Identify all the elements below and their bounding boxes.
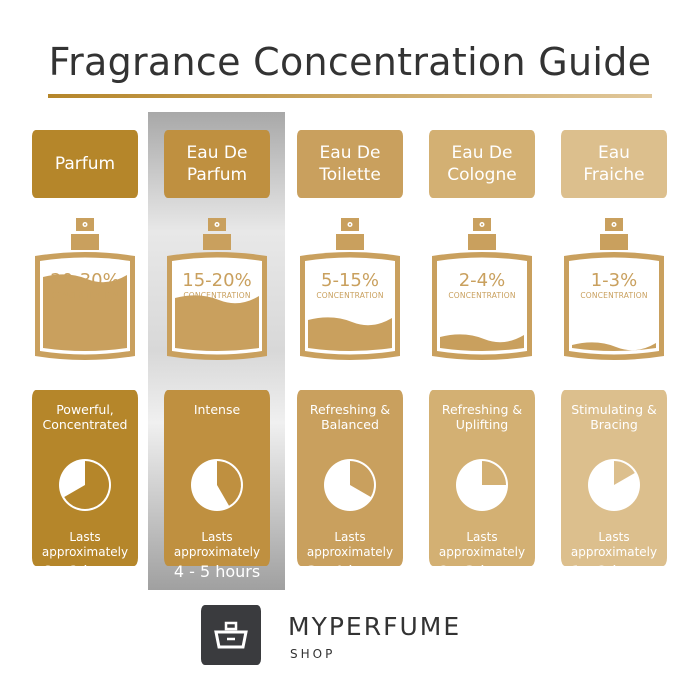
clock-pie-icon <box>324 459 376 511</box>
description: Stimulating & <box>571 402 657 417</box>
description: Intense <box>193 402 241 417</box>
brand-subtitle: SHOP <box>290 647 336 661</box>
description-card: Refreshing & Balanced Lasts approximately … <box>297 390 403 581</box>
concentration-label: CONCENTRATION <box>51 291 119 300</box>
duration-wedge <box>217 461 241 506</box>
duration-wedge <box>64 461 110 509</box>
bottle-icon <box>167 218 267 360</box>
duration-wedge <box>614 461 635 485</box>
concentration-label: CONCENTRATION <box>580 291 648 300</box>
column-name: Eau <box>598 143 630 163</box>
description-card: Powerful, Concentrated Lasts approximately… <box>32 390 138 581</box>
column-header: Eau De Parfum <box>164 130 270 198</box>
concentration-percent: 20-30% <box>50 270 120 291</box>
bottle-illustration: 2-4% CONCENTRATION <box>429 214 535 362</box>
clock-pie-icon <box>456 459 508 511</box>
concentration-percent: 15-20% <box>182 270 252 291</box>
concentration: 5-15% CONCENTRATION <box>297 270 403 301</box>
bottle-icon <box>564 218 664 360</box>
fragrance-column: Eau De Cologne 2-4% CONCENTRATION Refresh… <box>429 130 535 581</box>
clock-pie-icon <box>59 459 111 511</box>
duration-hours: 2 - 3 hours <box>438 562 526 581</box>
clock-pie-icon <box>191 459 243 511</box>
bottle-icon <box>432 218 532 360</box>
duration-hours: 1 - 2 hours <box>570 562 658 581</box>
description: Powerful, <box>56 402 114 417</box>
fragrance-column: Eau Fraiche 1-3% CONCENTRATION Stimulatin… <box>561 130 667 581</box>
concentration: 2-4% CONCENTRATION <box>429 270 535 301</box>
concentration-label: CONCENTRATION <box>183 291 251 300</box>
column-name: Parfum <box>54 154 116 174</box>
column-name-line2: Parfum <box>186 165 248 185</box>
column-name: Eau De <box>451 143 513 163</box>
duration-hours: 3 - 4 hours <box>306 562 394 581</box>
page-title: Fragrance Concentration Guide <box>48 40 652 84</box>
description-line2: Concentrated <box>42 417 128 432</box>
approximately-label: approximately <box>570 545 658 559</box>
column-name: Eau De <box>319 143 381 163</box>
column-name-line2: Fraiche <box>583 165 645 185</box>
fragrance-column: Eau De Parfum 15-20% CONCENTRATION Intens… <box>164 130 270 581</box>
logo-badge <box>201 605 261 665</box>
fragrance-column: Parfum 20-30% CONCENTRATION Powerful, Con… <box>32 130 138 581</box>
concentration-percent: 5-15% <box>321 270 379 291</box>
lasts-label: Lasts <box>598 530 630 544</box>
concentration: 15-20% CONCENTRATION <box>164 270 270 301</box>
lasts-label: Lasts <box>69 530 101 544</box>
column-header: Eau De Toilette <box>297 130 403 198</box>
concentration-percent: 1-3% <box>590 270 638 291</box>
perfume-bottle-icon <box>214 621 248 649</box>
lasts-label: Lasts <box>201 530 233 544</box>
concentration-label: CONCENTRATION <box>316 291 384 300</box>
description-card: Intense Lasts approximately 4 - 5 hours <box>164 390 270 581</box>
brand-name: MYPERFUME <box>288 612 462 641</box>
bottle-illustration: 5-15% CONCENTRATION <box>297 214 403 362</box>
description: Refreshing & <box>309 402 391 417</box>
description-line2: Balanced <box>321 417 379 432</box>
approximately-label: approximately <box>438 545 526 559</box>
approximately-label: approximately <box>41 545 129 559</box>
lasts-label: Lasts <box>334 530 366 544</box>
concentration-label: CONCENTRATION <box>448 291 516 300</box>
column-name: Eau De <box>186 143 248 163</box>
bottle-icon <box>35 218 135 360</box>
column-name-line2: Toilette <box>319 165 381 185</box>
bottle-icon <box>300 218 400 360</box>
clock-pie-icon <box>588 459 640 511</box>
concentration-percent: 2-4% <box>458 270 506 291</box>
description-line2: Uplifting <box>455 417 509 432</box>
concentration: 1-3% CONCENTRATION <box>561 270 667 301</box>
title-divider <box>48 94 652 98</box>
column-header: Eau Fraiche <box>561 130 667 198</box>
concentration: 20-30% CONCENTRATION <box>32 270 138 301</box>
column-name-line2: Cologne <box>447 165 517 185</box>
duration-hours: 4 - 5 hours <box>173 562 261 581</box>
description-card: Refreshing & Uplifting Lasts approximately… <box>429 390 535 581</box>
description-card: Stimulating & Bracing Lasts approximately … <box>561 390 667 581</box>
column-header: Parfum <box>32 130 138 198</box>
description-line2: Bracing <box>590 417 638 432</box>
approximately-label: approximately <box>306 545 394 559</box>
bottle-illustration: 15-20% CONCENTRATION <box>164 214 270 362</box>
description: Refreshing & <box>441 402 523 417</box>
column-header: Eau De Cologne <box>429 130 535 198</box>
duration-hours: 6 - 8 hours <box>41 562 129 581</box>
duration-wedge <box>350 461 374 497</box>
bottle-illustration: 1-3% CONCENTRATION <box>561 214 667 362</box>
fragrance-column: Eau De Toilette 5-15% CONCENTRATION Refre… <box>297 130 403 581</box>
bottle-illustration: 20-30% CONCENTRATION <box>32 214 138 362</box>
approximately-label: approximately <box>173 545 261 559</box>
lasts-label: Lasts <box>466 530 498 544</box>
duration-wedge <box>482 461 506 485</box>
